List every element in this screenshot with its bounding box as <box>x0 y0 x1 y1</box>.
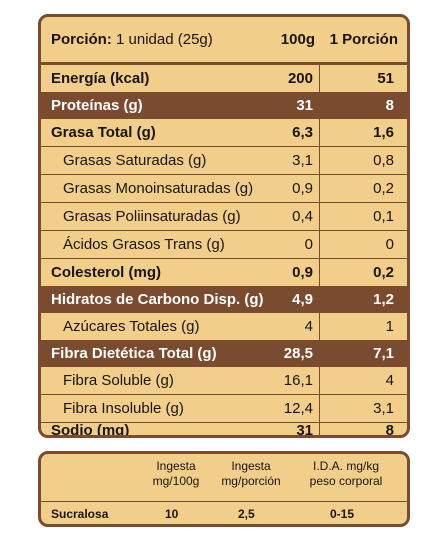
column-header-portion: 1 Porción <box>329 31 398 48</box>
table-row-dietary-fiber: Fibra Dietética Total (g) 28,5 7,1 <box>41 340 407 367</box>
column-divider <box>319 63 320 435</box>
row-value-100g: 6,3 <box>292 124 313 141</box>
row-value-portion: 8 <box>385 97 394 114</box>
table-header: Porción: 1 unidad (25g) 100g 1 Porción <box>41 17 407 63</box>
table-row-saturated-fat: Grasas Saturadas (g) 3,1 0,8 <box>41 147 407 174</box>
row-value-portion: 1,6 <box>373 124 394 141</box>
row-divider <box>41 202 407 203</box>
row-label: Grasas Monoinsaturadas (g) <box>63 180 254 197</box>
row-label: Energía (kcal) <box>51 70 150 87</box>
sweetener-intake-portion: 2,5 <box>238 507 255 521</box>
row-label: Proteínas (g) <box>51 97 143 114</box>
row-value-portion: 0,2 <box>373 180 394 197</box>
row-value-portion: 8 <box>385 422 394 438</box>
table-row-polyunsaturated-fat: Grasas Poliinsaturadas (g) 0,4 0,1 <box>41 203 407 230</box>
row-divider <box>41 146 407 147</box>
sweetener-header-intake-100g: Ingesta mg/100g <box>152 459 200 488</box>
row-label: Hidratos de Carbono Disp. (g) <box>51 291 264 308</box>
row-value-100g: 31 <box>296 97 313 114</box>
column-header-100g: 100g <box>280 31 315 48</box>
row-value-portion: 0 <box>385 236 394 253</box>
row-label: Fibra Insoluble (g) <box>63 400 184 417</box>
row-value-100g: 0 <box>304 236 313 253</box>
row-value-100g: 28,5 <box>283 345 313 362</box>
row-divider <box>41 394 407 395</box>
nutrition-facts-table: Porción: 1 unidad (25g) 100g 1 Porción E… <box>38 14 410 438</box>
row-label: Azúcares Totales (g) <box>63 318 200 335</box>
table-row-total-fat: Grasa Total (g) 6,3 1,6 <box>41 119 407 146</box>
table-row-energy: Energía (kcal) 200 51 <box>41 65 407 92</box>
sweetener-header-ida: I.D.A. mg/kg peso corporal <box>309 459 383 488</box>
table-row-sodium: Sodio (mg) 31 8 <box>41 422 407 438</box>
row-label: Fibra Dietética Total (g) <box>51 345 217 362</box>
table-row-soluble-fiber: Fibra Soluble (g) 16,1 4 <box>41 367 407 394</box>
sweetener-row: Sucralosa 10 2,5 0-15 <box>41 501 407 524</box>
row-value-100g: 12,4 <box>283 400 313 417</box>
row-divider <box>41 258 407 259</box>
row-value-portion: 4 <box>385 372 394 389</box>
row-divider <box>41 174 407 175</box>
header-divider <box>41 62 407 65</box>
sweetener-header-intake-portion: Ingesta mg/porción <box>221 459 281 488</box>
table-row-insoluble-fiber: Fibra Insoluble (g) 12,4 3,1 <box>41 395 407 422</box>
table-row-protein: Proteínas (g) 31 8 <box>41 92 407 119</box>
row-label: Fibra Soluble (g) <box>63 372 174 389</box>
row-label: Grasas Poliinsaturadas (g) <box>63 208 241 225</box>
row-value-portion: 51 <box>377 70 394 87</box>
row-divider <box>41 422 407 423</box>
row-divider <box>41 230 407 231</box>
row-value-portion: 1,2 <box>373 291 394 308</box>
sweetener-name: Sucralosa <box>51 507 109 521</box>
portion-label: Porción: <box>51 31 112 48</box>
row-value-portion: 1 <box>385 318 394 335</box>
row-label: Grasas Saturadas (g) <box>63 152 207 169</box>
row-value-portion: 0,8 <box>373 152 394 169</box>
row-label: Sodio (mg) <box>51 422 130 438</box>
table-row-total-sugars: Azúcares Totales (g) 4 1 <box>41 313 407 340</box>
row-value-portion: 0,2 <box>373 264 394 281</box>
table-row-carbohydrates: Hidratos de Carbono Disp. (g) 4,9 1,2 <box>41 286 407 313</box>
row-value-100g: 4,9 <box>292 291 313 308</box>
row-value-portion: 3,1 <box>373 400 394 417</box>
sweetener-table: Ingesta mg/100g Ingesta mg/porción I.D.A… <box>38 451 410 527</box>
row-value-portion: 0,1 <box>373 208 394 225</box>
row-label: Colesterol (mg) <box>51 264 162 281</box>
row-value-portion: 7,1 <box>373 345 394 362</box>
row-value-100g: 4 <box>304 318 313 335</box>
row-value-100g: 31 <box>296 422 313 438</box>
table-row-cholesterol: Colesterol (mg) 0,9 0,2 <box>41 259 407 286</box>
row-label: Grasa Total (g) <box>51 124 156 141</box>
portion-value: 1 unidad (25g) <box>116 31 213 48</box>
row-label: Ácidos Grasos Trans (g) <box>63 236 225 253</box>
table-row-trans-fat: Ácidos Grasos Trans (g) 0 0 <box>41 231 407 258</box>
row-value-100g: 16,1 <box>283 372 313 389</box>
table-row-monounsaturated-fat: Grasas Monoinsaturadas (g) 0,9 0,2 <box>41 175 407 202</box>
sweetener-ida: 0-15 <box>330 507 355 521</box>
row-value-100g: 0,4 <box>292 208 313 225</box>
row-value-100g: 0,9 <box>292 180 313 197</box>
row-value-100g: 0,9 <box>292 264 313 281</box>
row-value-100g: 200 <box>287 70 313 87</box>
sweetener-intake-100g: 10 <box>165 507 179 521</box>
row-value-100g: 3,1 <box>292 152 313 169</box>
